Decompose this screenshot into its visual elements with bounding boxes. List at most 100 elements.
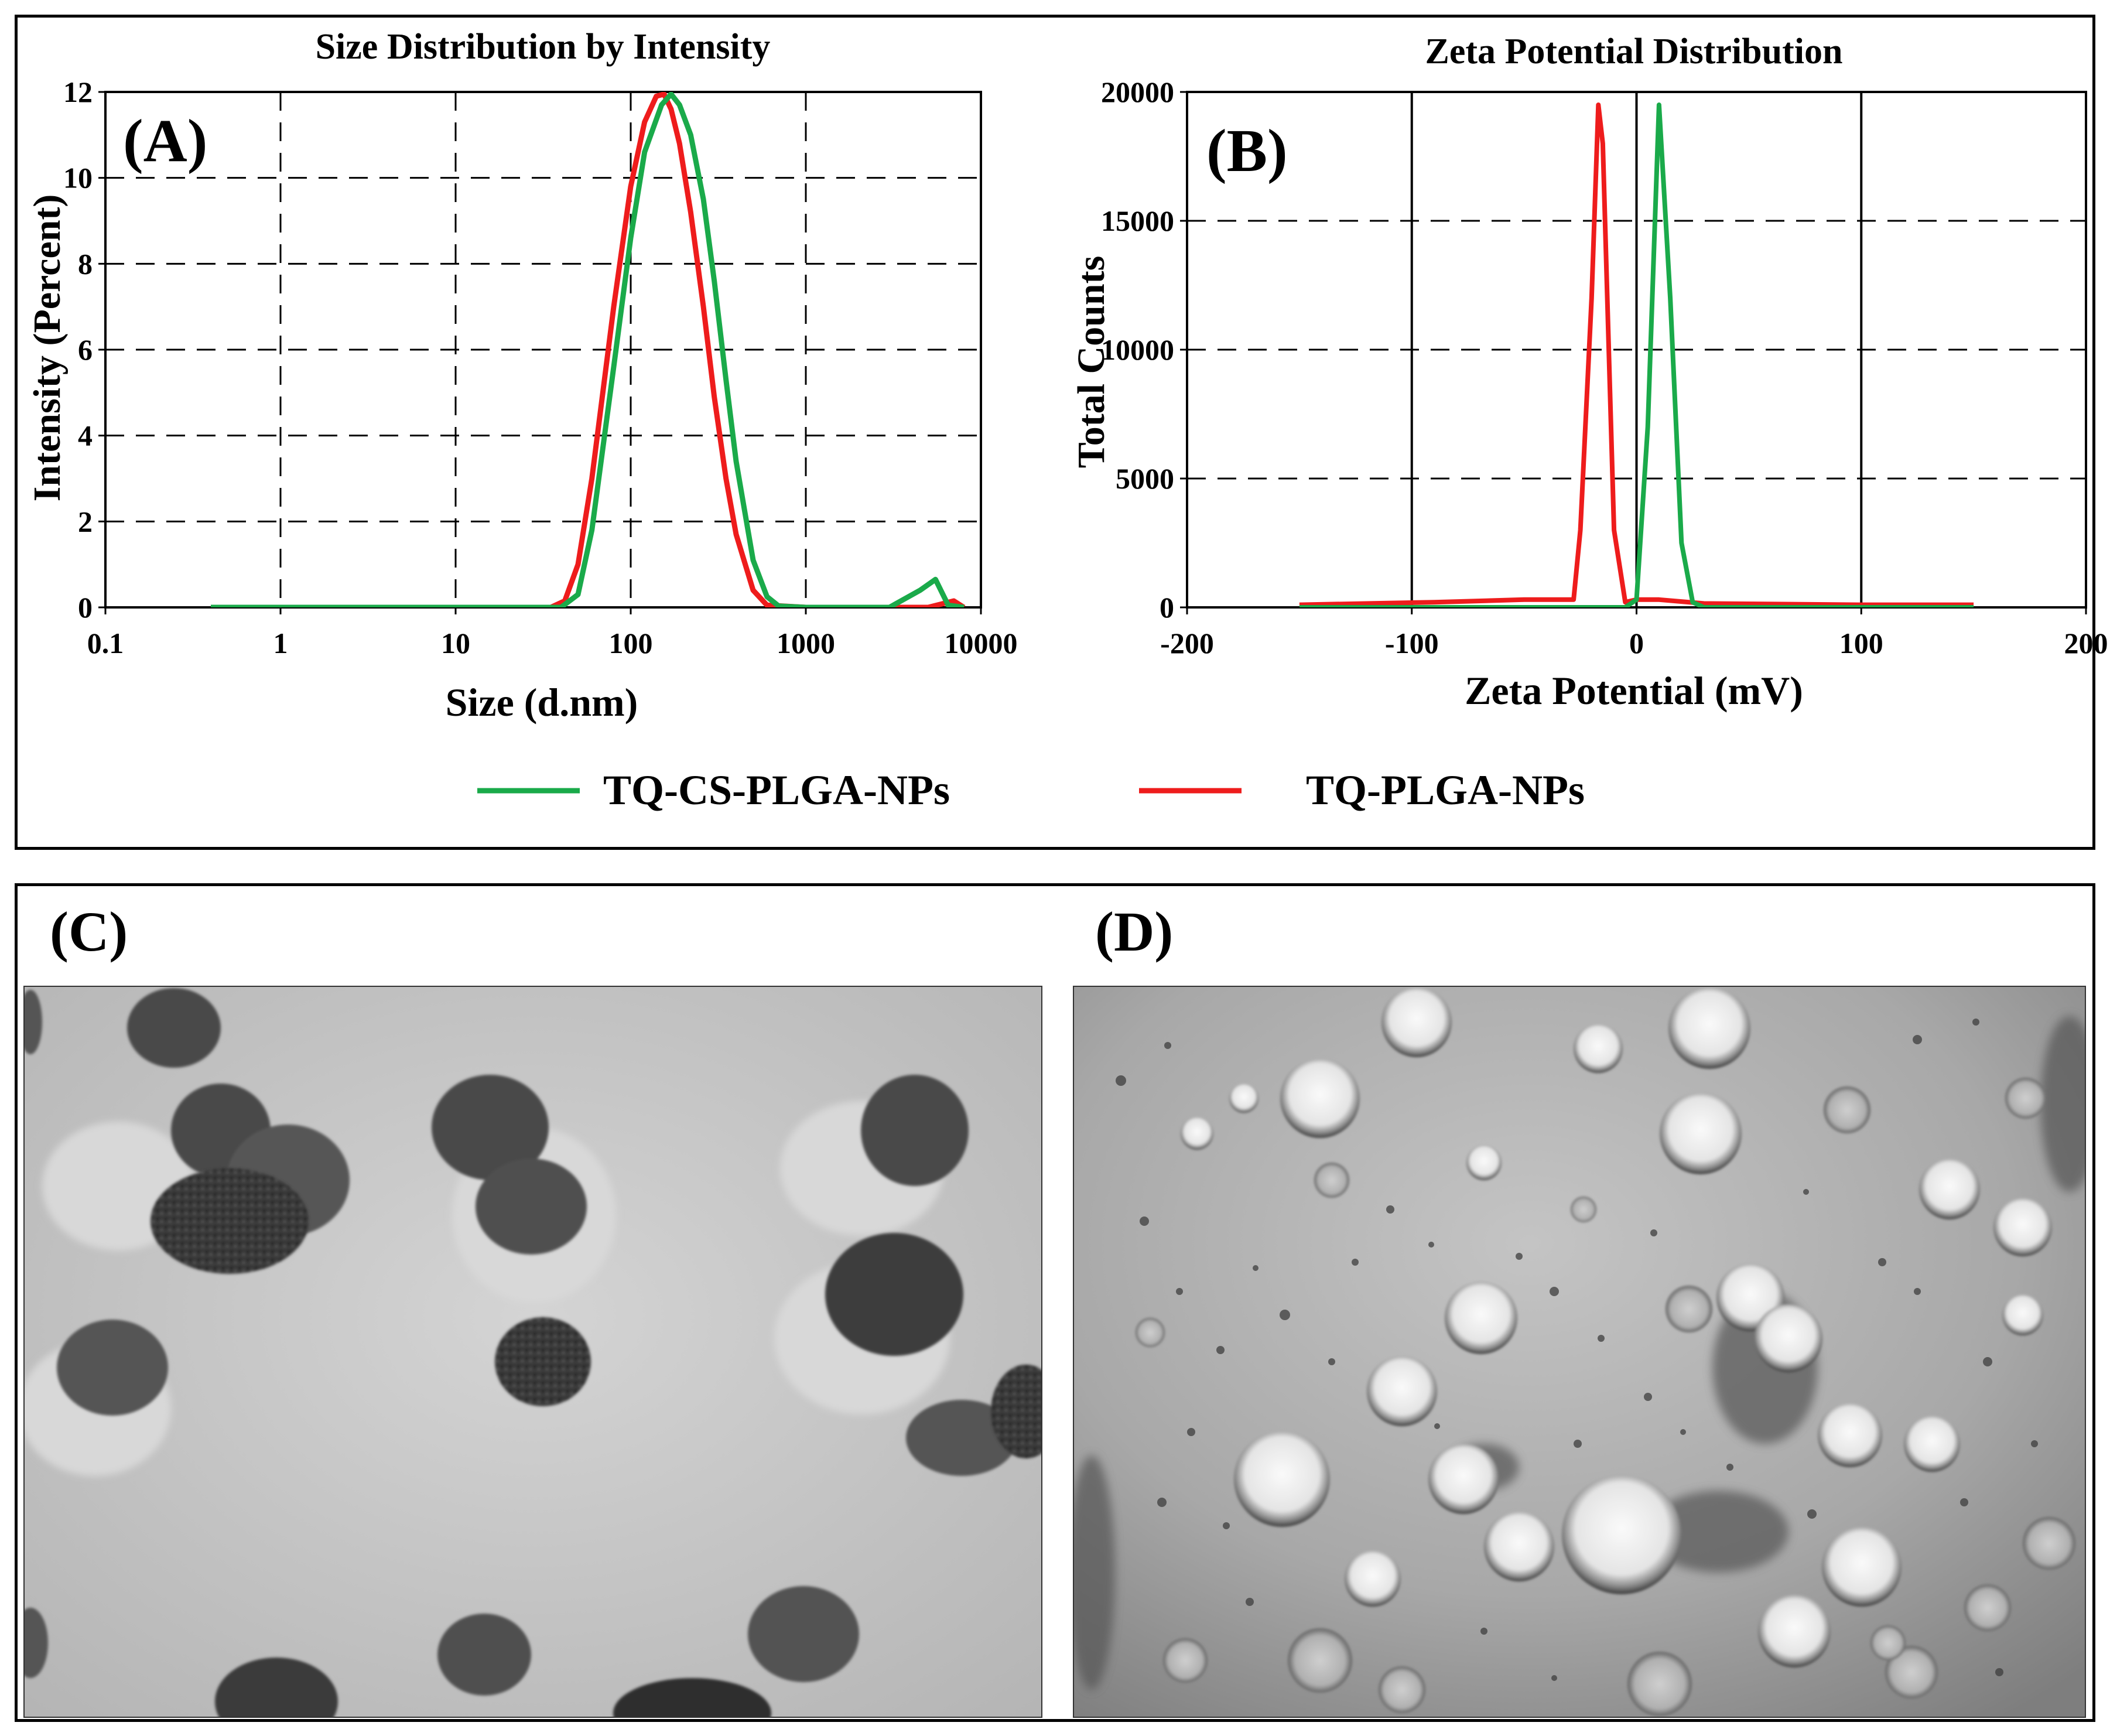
particle [215,1658,338,1717]
vesicle [1367,1356,1437,1426]
vesicle [1445,1282,1517,1354]
chart-b-series-line [1299,102,1974,607]
particle [57,1320,168,1416]
chart-b-grid [1180,91,2087,614]
chart-b-plot-frame [1186,91,2087,609]
tem-images-panel: (C) (D) [15,883,2095,1722]
particle [861,1075,969,1186]
vesicle [1428,1444,1499,1514]
chart-b-ytick-label: 5000 [1116,462,1174,495]
chart-a-grid [98,91,982,614]
chart-a-tick-labels: 0.1 1 10 100 1000 10000 0 2 4 6 8 10 12 [63,76,1018,659]
chart-b-ytick-label: 10000 [1101,333,1174,366]
vesicle [1904,1416,1960,1472]
particle [437,1614,531,1696]
chart-b-title: Zeta Potential Distribution [1425,32,1843,71]
particle-speckled [151,1168,309,1274]
particle [906,1400,1017,1476]
zeta-potential-chart: -200 -100 0 100 200 0 5000 10000 15000 20000 Zeta… [1070,32,2108,713]
chart-b-ytick-label: 15000 [1101,204,1174,237]
vesicle [1379,1666,1425,1713]
chart-a-series-line [281,92,966,607]
particle [476,1159,587,1255]
vesicle [1466,1145,1502,1180]
particle [825,1233,963,1356]
vesicle [1870,1625,1906,1660]
chart-a-ytick-label: 12 [63,76,93,108]
particle-speckled [495,1317,591,1406]
vesicle [1885,1646,1938,1699]
chart-b-ylabel: Total Counts [1070,256,1113,469]
chart-b-series-line [1299,102,1974,607]
chart-b-ytick-label: 20000 [1101,76,1174,108]
particle [748,1586,859,1682]
vesicle [1758,1595,1831,1667]
chart-b-xlabel: Zeta Potential (mV) [1465,668,1803,713]
vesicle [1345,1550,1401,1607]
panel-letter-d: (D) [1095,900,1174,963]
vesicle [1822,1527,1902,1607]
chart-a-xlabel: Size (d.nm) [446,680,638,725]
vesicle [2023,1517,2075,1570]
chart-a-xtick-label: 100 [609,627,653,659]
vesicle [1571,1197,1596,1222]
vesicle [1627,1652,1692,1716]
vesicle [1668,987,1750,1069]
particle [25,1608,48,1678]
particle [25,990,42,1054]
legend: TQ-CS-PLGA-NPs TQ-PLGA-NPs [477,767,1585,814]
chart-b-xtick-label: -100 [1385,627,1439,659]
chart-b-xtick-label: -200 [1160,627,1214,659]
chart-b-ytick-label: 0 [1160,591,1174,624]
vesicle [1280,1058,1360,1138]
particle [127,988,221,1068]
particle [432,1075,549,1180]
vesicle [1381,987,1452,1057]
vesicle [2002,1294,2043,1335]
chart-a-xtick-label: 10 [441,627,470,659]
vesicle [1288,1628,1352,1693]
tem-image-d-drawing [1074,987,2085,1717]
chart-a-ytick-label: 6 [78,333,93,366]
vesicle [1919,1159,1980,1219]
vesicle [1574,1024,1623,1073]
legend-label-tq-plga: TQ-PLGA-NPs [1306,767,1585,814]
vesicle [1314,1163,1349,1198]
chart-b-series [1299,102,1974,607]
vesicle [1562,1475,1681,1594]
chart-a-ytick-label: 10 [63,162,93,194]
vesicle [1666,1286,1712,1332]
tem-image-c [23,986,1042,1718]
chart-a-ytick-label: 2 [78,505,93,538]
tem-image-c-drawing [25,987,1041,1717]
vesicle [1234,1431,1330,1527]
chart-a-xtick-label: 1 [273,627,288,659]
chart-a-series [211,92,966,607]
vesicle [1484,1511,1554,1581]
chart-a-xtick-label: 1000 [777,627,835,659]
particle-speckled [991,1365,1041,1458]
chart-b-panel-letter: (B) [1206,117,1288,184]
chart-b-xtick-label: 100 [1839,627,1883,659]
tem-image-d [1073,986,2086,1718]
particle [613,1678,771,1717]
charts-panel: 0.1 1 10 100 1000 10000 0 2 4 6 8 10 12 Size Distrib… [15,15,2108,850]
chart-b-xtick-label: 0 [1629,627,1644,659]
vesicle [1755,1304,1822,1372]
chart-b-tick-labels: -200 -100 0 100 200 0 5000 10000 15000 20000 [1101,76,2108,659]
vesicle [1181,1117,1213,1150]
chart-a-panel-letter: (A) [123,107,207,175]
vesicle [1163,1638,1208,1683]
chart-b-xtick-label: 200 [2064,627,2108,659]
chart-a-xtick-label: 10000 [945,627,1018,659]
vesicle [1818,1403,1882,1467]
vesicle [2005,1078,2046,1119]
panel-letter-c: (C) [50,900,128,963]
vesicle [1660,1092,1742,1174]
vesicle [1824,1086,1870,1133]
size-distribution-chart: 0.1 1 10 100 1000 10000 0 2 4 6 8 10 12 Size Distrib… [26,27,1018,725]
chart-a-xtick-label: 0.1 [87,627,124,659]
legend-label-tq-cs-plga: TQ-CS-PLGA-NPs [603,767,950,814]
vesicle [1229,1084,1259,1113]
